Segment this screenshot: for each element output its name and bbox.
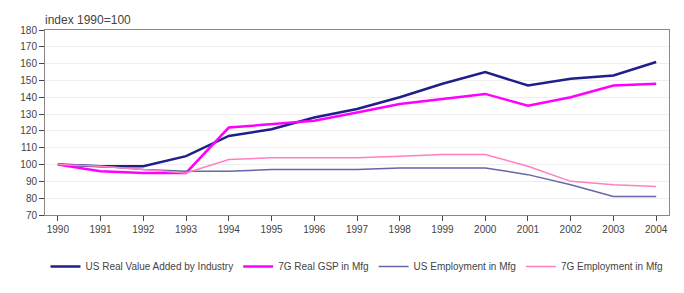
- svg-text:7G Real GSP in Mfg: 7G Real GSP in Mfg: [278, 261, 368, 272]
- svg-text:US Employment in Mfg: US Employment in Mfg: [414, 261, 516, 272]
- svg-text:US Real Value Added by Industr: US Real Value Added by Industry: [86, 261, 234, 272]
- svg-text:2004: 2004: [645, 224, 668, 235]
- svg-text:150: 150: [20, 75, 37, 86]
- svg-text:1990: 1990: [47, 224, 70, 235]
- svg-text:1995: 1995: [260, 224, 283, 235]
- svg-text:140: 140: [20, 92, 37, 103]
- svg-text:1997: 1997: [346, 224, 369, 235]
- svg-text:1991: 1991: [89, 224, 112, 235]
- svg-text:100: 100: [20, 159, 37, 170]
- svg-text:1994: 1994: [218, 224, 241, 235]
- svg-text:170: 170: [20, 41, 37, 52]
- svg-text:110: 110: [21, 142, 37, 153]
- svg-text:2001: 2001: [517, 224, 540, 235]
- svg-text:1996: 1996: [303, 224, 326, 235]
- svg-text:130: 130: [20, 109, 37, 120]
- svg-text:1993: 1993: [175, 224, 198, 235]
- svg-text:160: 160: [20, 58, 37, 69]
- svg-text:1999: 1999: [431, 224, 454, 235]
- svg-text:80: 80: [26, 193, 38, 204]
- svg-text:180: 180: [20, 25, 37, 36]
- svg-text:2003: 2003: [602, 224, 625, 235]
- svg-text:1992: 1992: [132, 224, 155, 235]
- svg-text:2002: 2002: [560, 224, 583, 235]
- svg-text:90: 90: [26, 176, 38, 187]
- svg-text:index 1990=100: index 1990=100: [45, 13, 131, 27]
- svg-text:2000: 2000: [474, 224, 497, 235]
- svg-text:1998: 1998: [389, 224, 412, 235]
- svg-text:7G Employment in Mfg: 7G Employment in Mfg: [561, 261, 663, 272]
- svg-text:120: 120: [20, 125, 37, 136]
- svg-text:70: 70: [26, 210, 38, 221]
